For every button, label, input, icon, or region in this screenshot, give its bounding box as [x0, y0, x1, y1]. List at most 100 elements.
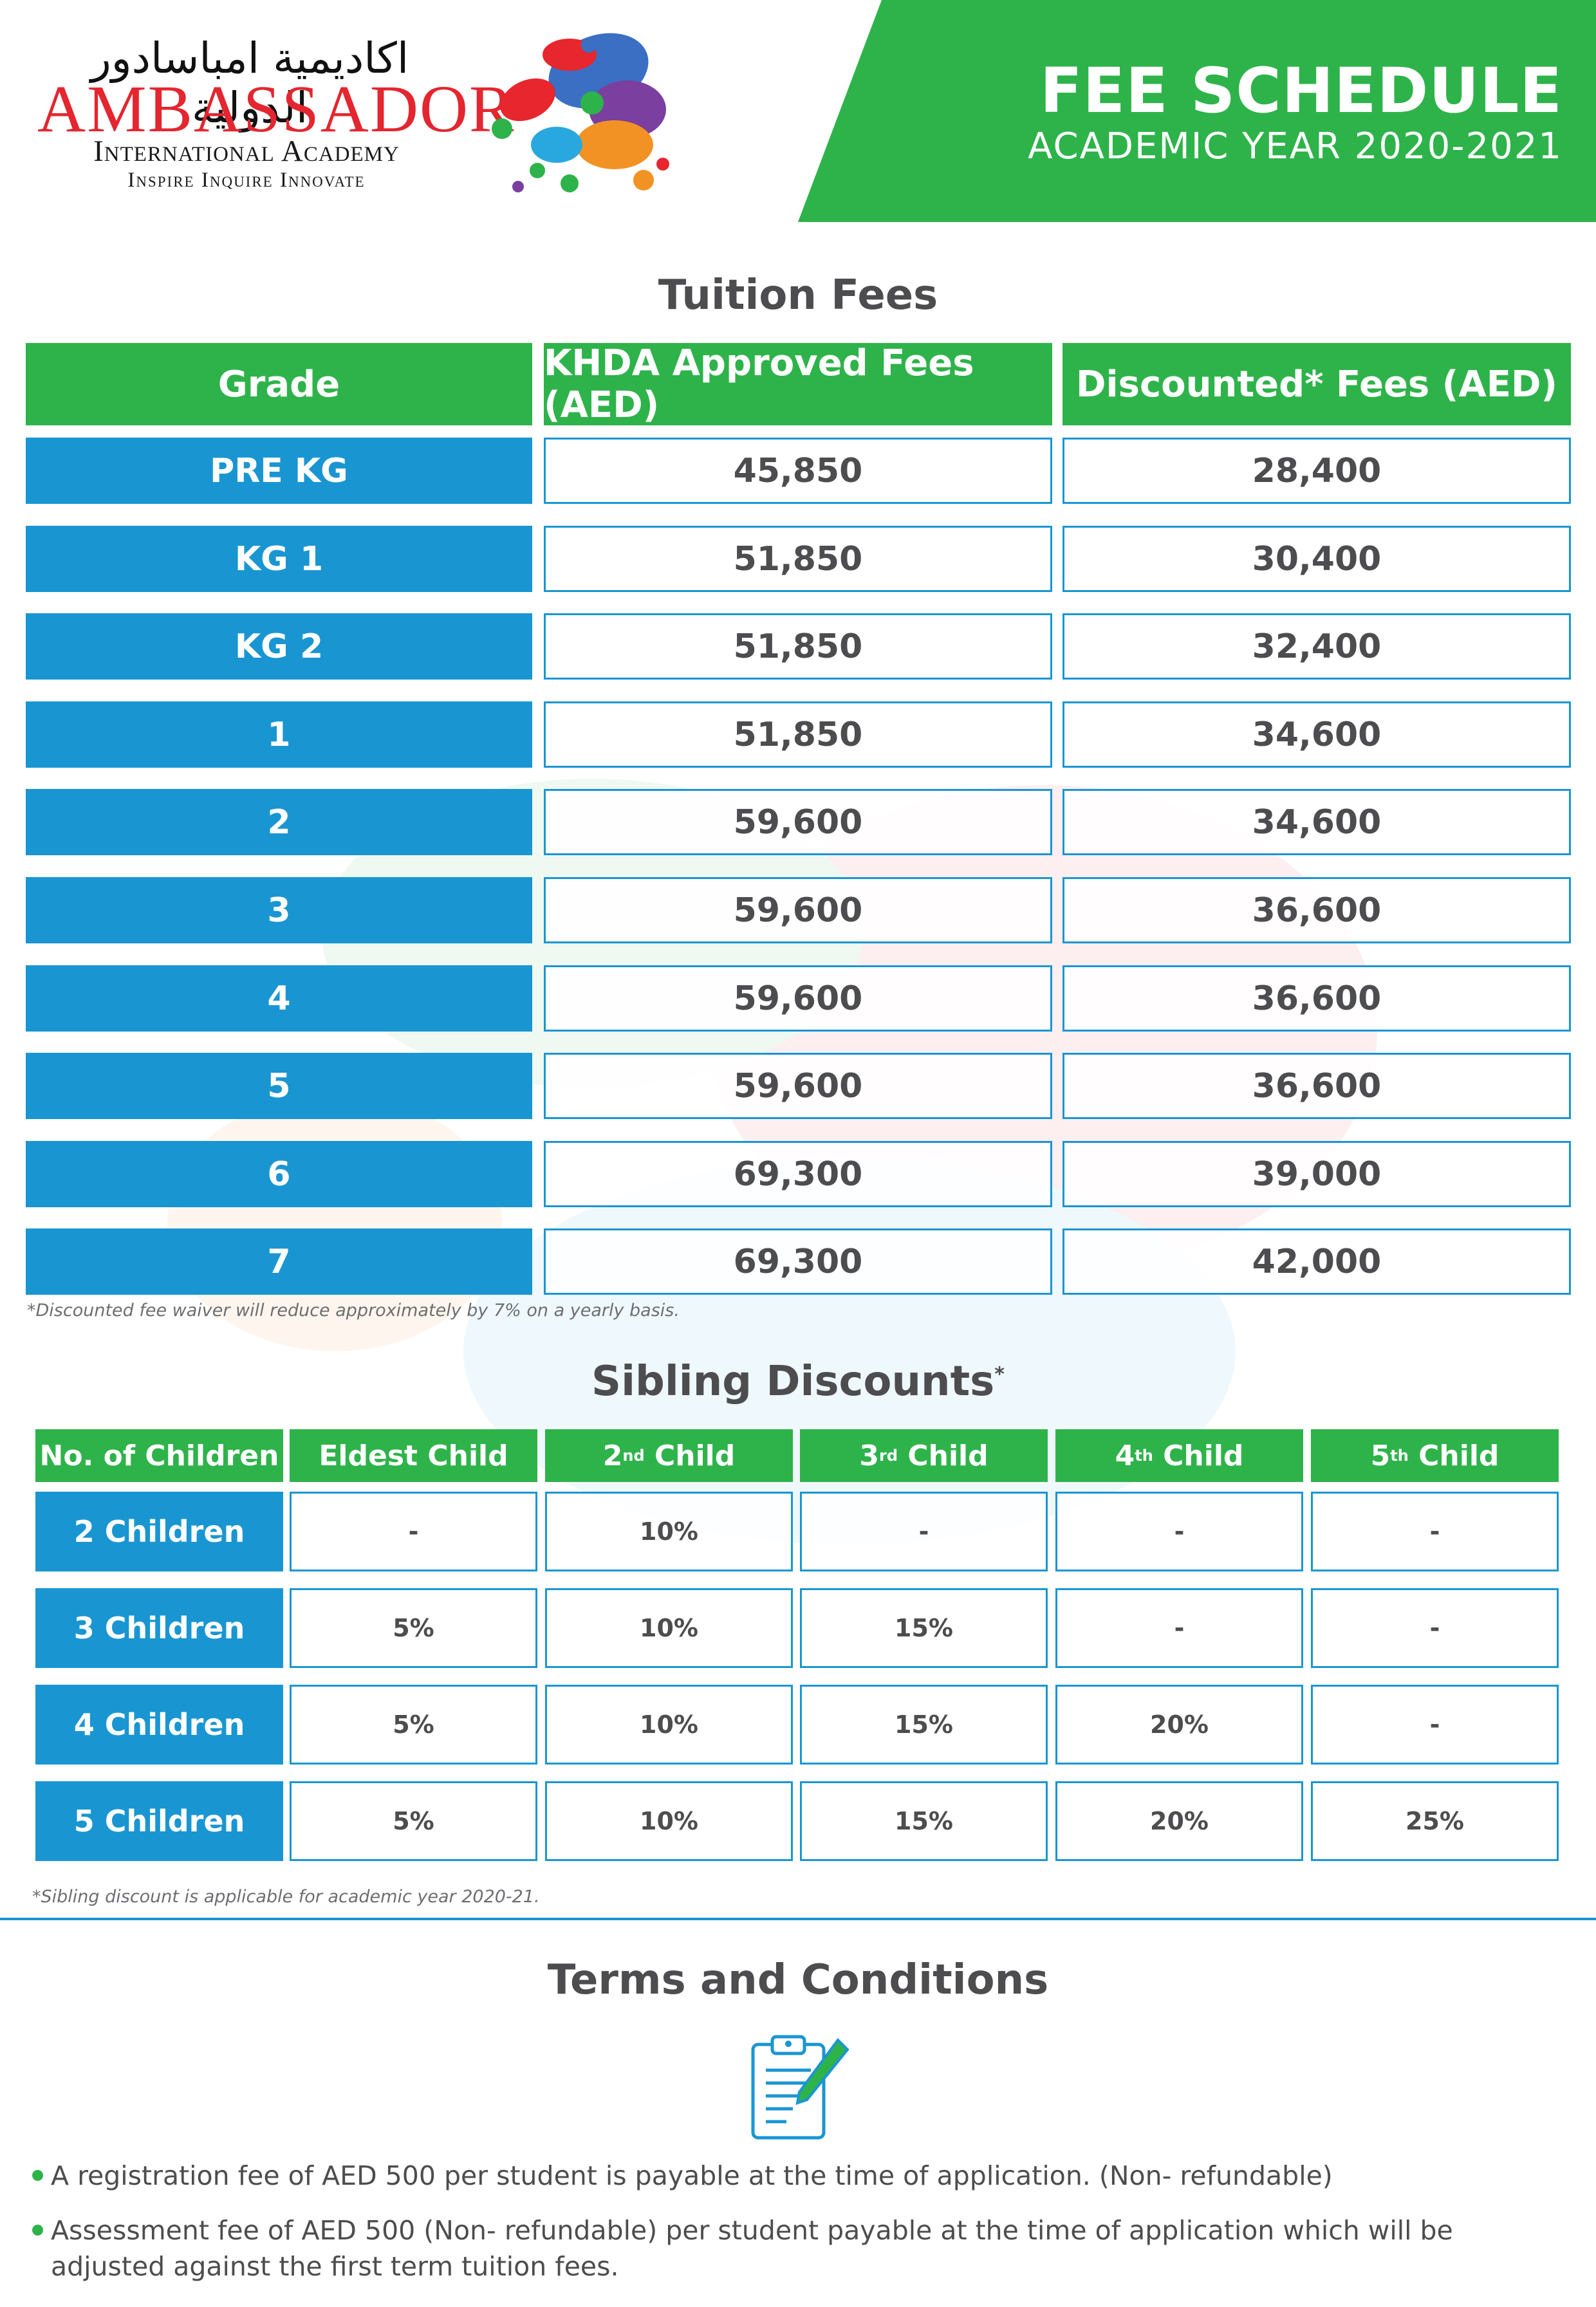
- sibling-discount-cell: 20%: [1055, 1685, 1303, 1765]
- sibling-discount-cell: -: [290, 1492, 537, 1571]
- tuition-khda-cell: 59,600: [544, 877, 1052, 943]
- sibling-header-cell: Eldest Child: [290, 1429, 537, 1482]
- tuition-grade-cell: KG 2: [26, 613, 532, 680]
- tuition-discounted-cell: 34,600: [1062, 789, 1571, 855]
- tuition-grade-cell: KG 1: [26, 526, 532, 592]
- section-divider: [0, 1918, 1596, 1920]
- tuition-grade-cell: 1: [26, 701, 532, 768]
- header-text: Eldest Child: [319, 1439, 508, 1472]
- page-title: FEE SCHEDULE: [1039, 55, 1563, 127]
- tuition-discounted-cell: 36,600: [1062, 1053, 1571, 1119]
- sibling-discount-cell: -: [1311, 1492, 1559, 1571]
- sibling-discount-cell: 10%: [545, 1588, 793, 1668]
- tuition-discounted-cell: 42,000: [1062, 1228, 1571, 1295]
- tuition-grade-cell: PRE KG: [26, 438, 532, 504]
- sibling-discount-cell: 15%: [800, 1588, 1048, 1668]
- tuition-khda-cell: 69,300: [544, 1141, 1052, 1207]
- sibling-header-cell: No. of Children: [35, 1429, 283, 1482]
- tuition-khda-cell: 69,300: [544, 1228, 1052, 1295]
- tuition-discounted-cell: 36,600: [1062, 877, 1571, 943]
- logo-name: AMBASSADOR: [37, 72, 515, 146]
- sibling-row-label: 3 Children: [35, 1588, 283, 1668]
- header-banner: [798, 0, 1596, 222]
- tuition-grade-cell: 5: [26, 1053, 532, 1119]
- header-sup: nd: [622, 1447, 645, 1465]
- terms-item-2: Assessment fee of AED 500 (Non- refundab…: [32, 2212, 1570, 2284]
- bullet-icon: [32, 2169, 43, 2181]
- tuition-khda-cell: 59,600: [544, 965, 1052, 1032]
- academic-year: ACADEMIC YEAR 2020-2021: [1028, 125, 1563, 167]
- sibling-row-label: 5 Children: [35, 1781, 283, 1861]
- sibling-discount-cell: 5%: [290, 1781, 537, 1861]
- tuition-section-title: Tuition Fees: [658, 272, 938, 319]
- tuition-header-grade: Grade: [26, 343, 532, 425]
- header-sup: th: [1390, 1447, 1409, 1465]
- sibling-discount-cell: -: [1311, 1685, 1559, 1765]
- sibling-section-title: Sibling Discounts*: [0, 1358, 1596, 1405]
- sibling-title-mark: *: [994, 1363, 1005, 1386]
- tuition-khda-cell: 51,850: [544, 613, 1052, 680]
- tuition-khda-cell: 51,850: [544, 701, 1052, 768]
- header-text: 2: [602, 1439, 623, 1472]
- sibling-discount-cell: 10%: [545, 1492, 793, 1571]
- sibling-discount-cell: -: [1311, 1588, 1559, 1668]
- tuition-header-khda: KHDA Approved Fees (AED): [544, 342, 1052, 426]
- sibling-row-label: 4 Children: [35, 1685, 283, 1765]
- tuition-grade-cell: 6: [26, 1141, 532, 1207]
- logo-subtitle: International Academy: [93, 134, 400, 168]
- tuition-discounted-cell: 32,400: [1062, 613, 1571, 680]
- clipboard-pen-icon: [751, 2035, 849, 2140]
- tuition-grade-cell: 7: [26, 1228, 532, 1295]
- header-text: Child: [1408, 1439, 1499, 1472]
- sibling-discount-cell: 20%: [1055, 1781, 1303, 1861]
- header-sup: rd: [879, 1447, 898, 1465]
- tuition-grade-cell: 3: [26, 877, 532, 943]
- header-text: 4: [1115, 1439, 1135, 1472]
- sibling-discount-cell: 10%: [545, 1781, 793, 1861]
- tuition-discounted-cell: 36,600: [1062, 965, 1571, 1032]
- tuition-grade-cell: 2: [26, 789, 532, 855]
- tuition-grade-cell: 4: [26, 965, 532, 1032]
- header-sup: th: [1135, 1447, 1153, 1465]
- header-text: 3: [859, 1439, 879, 1472]
- terms-item-1: A registration fee of AED 500 per studen…: [32, 2158, 1564, 2194]
- terms-item-text: A registration fee of AED 500 per studen…: [51, 2160, 1333, 2191]
- tuition-footnote: *Discounted fee waiver will reduce appro…: [27, 1301, 680, 1320]
- header-text: Child: [898, 1439, 988, 1472]
- tuition-discounted-cell: 30,400: [1062, 526, 1571, 592]
- header-text: Child: [1153, 1439, 1244, 1472]
- sibling-discount-cell: 5%: [290, 1588, 537, 1668]
- tuition-discounted-cell: 34,600: [1062, 701, 1571, 768]
- sibling-discount-cell: -: [1055, 1492, 1303, 1571]
- tuition-khda-cell: 45,850: [544, 438, 1052, 504]
- tuition-khda-cell: 51,850: [544, 526, 1052, 592]
- terms-section-title: Terms and Conditions: [547, 1956, 1049, 2004]
- sibling-title-text: Sibling Discounts: [591, 1358, 995, 1405]
- terms-item-text: Assessment fee of AED 500 (Non- refundab…: [51, 2215, 1453, 2282]
- header-text: No. of Children: [39, 1439, 279, 1472]
- sibling-row-label: 2 Children: [35, 1492, 283, 1571]
- sibling-discount-cell: 15%: [800, 1685, 1048, 1765]
- sibling-discount-cell: 15%: [800, 1781, 1048, 1861]
- tuition-discounted-cell: 28,400: [1062, 438, 1571, 504]
- header-text: 5: [1370, 1439, 1391, 1472]
- tuition-header-discounted: Discounted* Fees (AED): [1062, 343, 1571, 425]
- tuition-khda-cell: 59,600: [544, 789, 1052, 855]
- sibling-discount-cell: -: [1055, 1588, 1303, 1668]
- sibling-discount-cell: 10%: [545, 1685, 793, 1765]
- sibling-discount-cell: -: [800, 1492, 1048, 1571]
- bullet-icon: [32, 2224, 43, 2236]
- sibling-discount-cell: 25%: [1311, 1781, 1559, 1861]
- sibling-footnote: *Sibling discount is applicable for acad…: [32, 1887, 540, 1907]
- logo-tagline: Inspire Inquire Innovate: [127, 169, 366, 192]
- logo-arabic-text: اكاديمية امباسادور الدولية: [90, 33, 409, 133]
- tuition-discounted-cell: 39,000: [1062, 1141, 1571, 1207]
- header-text: Child: [644, 1439, 736, 1472]
- logo-emblem-icon: [492, 33, 669, 192]
- tuition-khda-cell: 59,600: [544, 1053, 1052, 1119]
- sibling-discount-cell: 5%: [290, 1685, 537, 1765]
